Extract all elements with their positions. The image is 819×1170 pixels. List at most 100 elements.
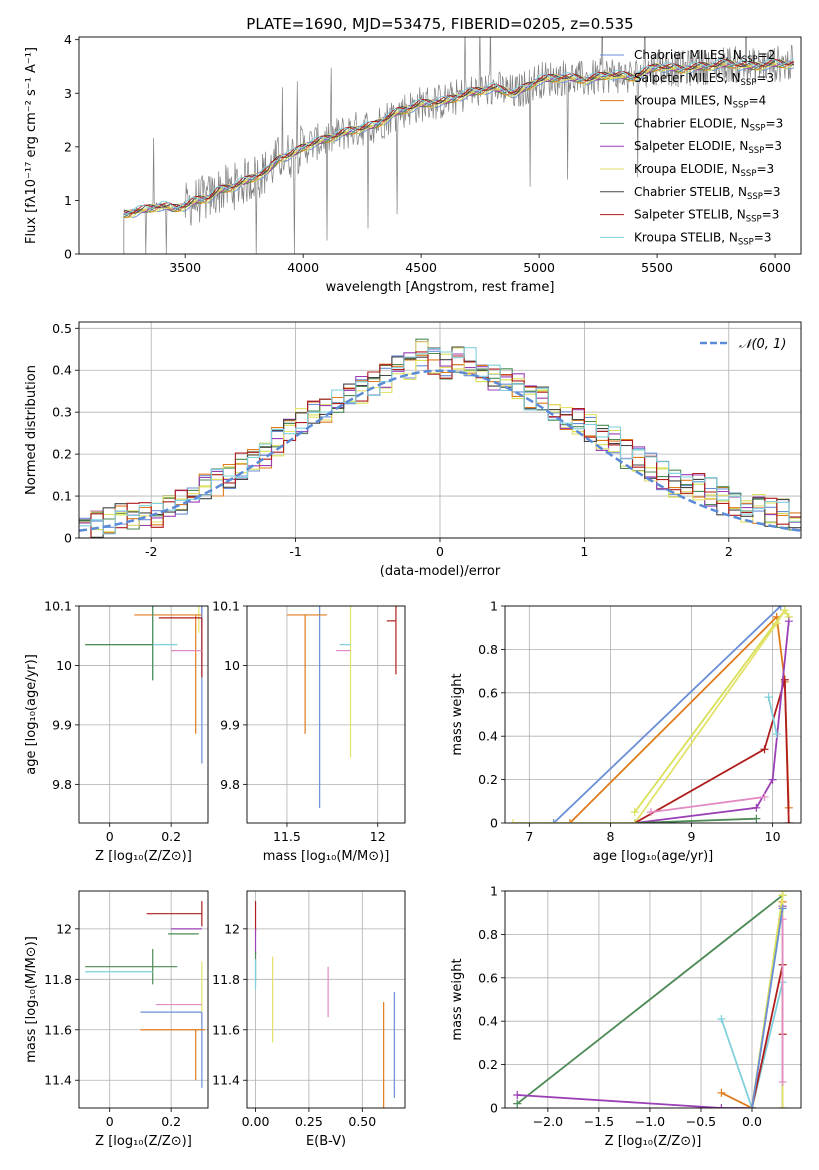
legend-entry-2: Kroupa MILES, NSSP=4 [634,94,766,111]
y-tick-label: 1 [490,599,498,614]
x-tick-label: -2 [145,544,157,559]
panel-age_vs_mass: 11.5 12 9.8 9.9 10 10.1 mass [log₁₀(M/M⊙)] [212,599,406,864]
weight-line-2 [634,608,790,813]
plus-marker [776,606,785,610]
x-tick-label: 0 [106,1114,114,1129]
weight-line-4 [634,679,790,823]
y-axis-label: mass [log₁₀(M/M⊙)] [24,936,39,1063]
legend-entry-5: Kroupa ELODIE, NSSP=3 [634,162,774,179]
y-tick-label: 0.3 [52,405,72,420]
y-tick-label: 0.2 [52,447,72,462]
y-tick-label: 2 [64,139,72,154]
figure-title: PLATE=1690, MJD=53475, FIBERID=0205, z=0… [246,15,633,33]
plot-area-mass_vs_ebv [254,901,395,1108]
plus-marker [778,904,787,913]
plus-marker [764,693,773,702]
errorbar-point-2 [319,606,321,809]
residual-legend: 𝒩(0, 1) [700,337,786,352]
plus-marker [717,1104,726,1108]
errorbar-point-7 [140,1011,203,1088]
panel-spectrum: 3500 4000 4500 5000 5500 6000 0 1 2 3 4 wavelength … [24,32,802,295]
x-tick-label: 4000 [287,260,319,275]
plus-marker [513,1090,522,1099]
y-tick-label: 0.6 [478,970,498,985]
x-tick-label: −1.0 [635,1114,665,1129]
y-tick-label: 12 [224,921,240,936]
axes-frame [504,890,802,1109]
plus-marker [646,808,655,817]
x-tick-label: 8 [606,829,614,844]
plot-area-weight_vs_age [509,606,793,823]
gaussian-curve [79,369,801,532]
y-tick-label: 9.9 [52,717,72,732]
x-tick-label: 9 [688,829,696,844]
plus-marker [513,1099,522,1108]
x-tick-label: 3500 [169,260,201,275]
legend-entry-1: Salpeter MILES, NSSP=3 [634,71,774,88]
y-tick-label: 11.6 [212,1022,240,1037]
x-tick-label: 12 [370,829,386,844]
x-axis-label: (data-model)/error [380,564,501,579]
x-axis-label: Z [log₁₀(Z/Z⊙)] [95,1134,192,1149]
errorbar-point-6 [85,606,178,681]
y-tick-label: 0.4 [478,1014,498,1029]
errorbar-point-3 [85,949,178,985]
plot-area-spectrum [123,37,795,254]
x-tick-label: −1.5 [584,1114,614,1129]
errorbar-point-0 [146,901,203,927]
y-tick-label: 3 [64,86,72,101]
weight-line-8 [751,908,784,1108]
plus-marker [784,819,793,823]
x-axis-label: E(B-V) [306,1134,346,1149]
plus-marker [748,1104,757,1108]
x-tick-label: 0.2 [161,829,181,844]
axes-frame [246,890,406,1109]
x-tick-label: 1 [580,544,588,559]
plus-marker [752,803,761,812]
x-tick-label: 0 [106,829,114,844]
plus-marker [778,1077,787,1086]
errorbar-point-1 [349,606,352,758]
y-tick-label: 0.4 [478,729,498,744]
plus-marker [549,819,558,823]
x-tick-label: 0.50 [348,1114,376,1129]
plus-marker [778,891,787,895]
legend-entry-gaussian: 𝒩(0, 1) [739,337,786,352]
plot-area-weight_vs_Z [513,891,787,1108]
errorbar-point-0 [201,606,203,627]
plus-marker [784,617,793,626]
plus-marker [565,819,574,823]
y-tick-label: 0.4 [52,363,72,378]
plus-marker [780,606,789,615]
plus-marker [772,730,781,739]
weight-line-5 [634,621,790,823]
plus-marker [778,915,787,924]
y-axis-label: mass weight [450,673,465,755]
y-tick-label: 0.1 [52,489,72,504]
axes-frame [78,321,802,539]
y-tick-label: 10.1 [212,599,240,614]
x-tick-label: 10 [765,829,781,844]
errorbar-point-7 [85,606,154,681]
plus-marker [768,775,777,784]
axes-frame [78,36,802,255]
y-tick-label: 0 [490,1101,498,1116]
legend-entry-8: Kroupa STELIB, NSSP=3 [634,230,772,247]
spectrum-legend: Chabrier MILES, NSSP=2 Salpeter MILES, NS… [600,48,783,247]
y-axis-label: Normed distribution [24,365,39,495]
panel-age_vs_Z: 0 0.2 9.8 9.9 10 10.1 Z [log₁₀(Z/Z⊙)] age [log₁… [24,599,209,864]
y-tick-label: 11.4 [44,1073,72,1088]
x-tick-label: 0.0 [742,1114,762,1129]
errorbar-point-4 [386,606,397,675]
x-tick-label: 2 [725,544,733,559]
legend-entry-4: Salpeter ELODIE, NSSP=3 [634,139,782,156]
x-axis-label: age [log₁₀(age/yr)] [593,849,714,864]
panel-weight_vs_Z: −2.0 −1.5 −1.0 −0.5 0.0 0 0.2 0.4 0.6 0.8 1 Z [log₁… [450,884,802,1149]
model-line-6 [123,59,795,214]
plus-marker [717,1088,726,1097]
y-tick-label: 10 [56,658,72,673]
plot-area-residuals [79,338,801,538]
x-tick-label: 6000 [759,260,791,275]
plus-marker [717,1015,726,1024]
y-tick-label: 4 [64,32,72,47]
